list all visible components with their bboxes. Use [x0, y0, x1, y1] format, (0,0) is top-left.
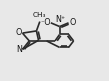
Text: N: N	[16, 45, 22, 54]
Text: N⁺: N⁺	[55, 15, 65, 24]
Text: O: O	[70, 18, 76, 27]
Text: O: O	[16, 28, 22, 37]
Text: ⁻O: ⁻O	[41, 18, 51, 27]
Text: CH₃: CH₃	[32, 12, 46, 18]
